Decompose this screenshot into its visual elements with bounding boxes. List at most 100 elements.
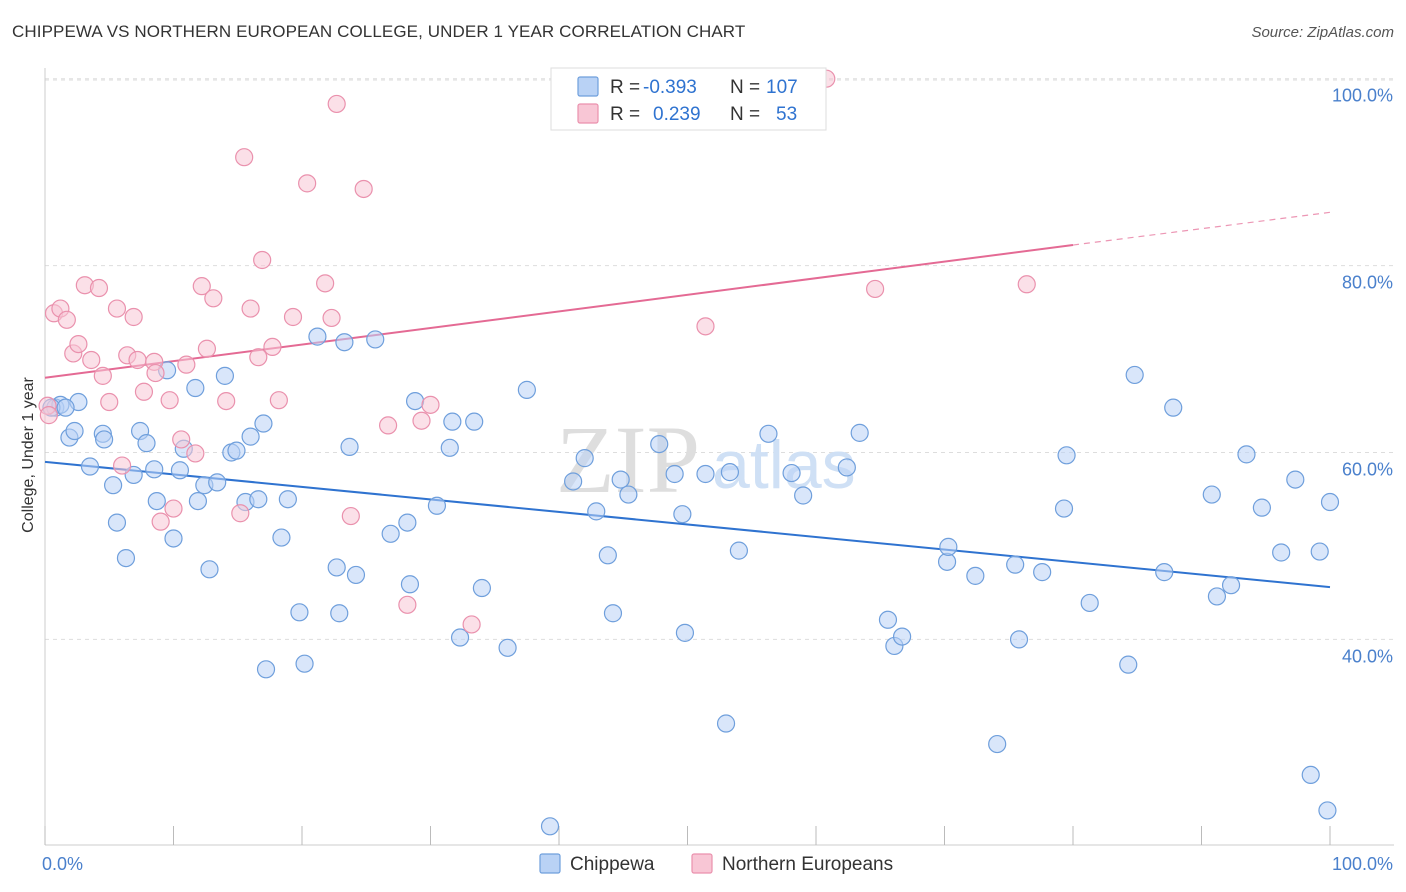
data-point [598, 546, 617, 565]
data-point [80, 457, 100, 476]
data-point [517, 380, 536, 399]
legend-stats: R = -0.393 N = 107 R = 0.239 N = 53 [550, 67, 827, 131]
trend-line-northern-europeans-extension [1072, 211, 1331, 246]
legend-stats-r-label: R = [610, 77, 640, 98]
data-point [272, 528, 291, 547]
data-point [1057, 446, 1076, 465]
data-point [381, 524, 400, 543]
data-point [412, 411, 431, 430]
data-point [177, 355, 196, 374]
data-point [665, 464, 684, 484]
data-point [794, 486, 813, 505]
legend-stats-n-label: N = [730, 104, 760, 125]
trend-lines [44, 211, 1331, 589]
data-point [137, 434, 156, 453]
data-point [405, 392, 425, 411]
data-point [186, 378, 205, 398]
series-northern-europeans [38, 69, 1036, 634]
data-point [197, 339, 217, 358]
data-point [65, 421, 84, 441]
data-point [675, 623, 695, 642]
data-point [256, 660, 276, 679]
data-point [696, 317, 715, 336]
data-point [472, 578, 491, 598]
data-point [186, 444, 205, 463]
data-point [107, 513, 127, 532]
data-point [208, 473, 227, 492]
data-point [729, 541, 749, 560]
data-point [1202, 485, 1221, 504]
data-point [215, 366, 234, 385]
data-point [696, 464, 715, 484]
data-point [1252, 498, 1271, 517]
data-point [241, 299, 260, 318]
legend-stats-n-value: 53 [776, 104, 797, 125]
data-point [249, 490, 268, 509]
data-point [298, 174, 317, 193]
data-point [145, 460, 164, 479]
data-point [227, 441, 246, 460]
data-point [308, 327, 327, 346]
data-point [335, 333, 354, 352]
data-point [146, 363, 165, 383]
data-point [100, 392, 119, 412]
data-point [782, 463, 801, 483]
data-point [1009, 630, 1029, 649]
data-point [462, 615, 481, 634]
series-chippewa [42, 327, 1340, 836]
data-point [465, 412, 484, 431]
data-point [400, 575, 420, 594]
data-point [1320, 492, 1340, 512]
data-point [421, 395, 440, 414]
y-tick-labels: 40.0% 60.0% 80.0% 100.0% [1332, 86, 1393, 667]
data-point [1221, 576, 1241, 595]
data-point [164, 499, 183, 518]
data-point [1164, 398, 1183, 417]
data-point [241, 427, 260, 446]
data-point [759, 424, 778, 443]
data-point [1318, 801, 1337, 820]
data-point [104, 476, 123, 495]
data-point [1310, 542, 1329, 561]
data-point [354, 179, 373, 199]
data-point [1286, 470, 1305, 489]
data-point [837, 458, 856, 477]
legend-stats-swatch-chippewa [577, 76, 599, 97]
axes [44, 68, 1394, 846]
data-point [172, 430, 191, 449]
y-tick-label: 40.0% [1342, 646, 1393, 666]
data-point [327, 558, 346, 577]
data-point [1155, 563, 1174, 582]
data-point [1119, 655, 1138, 674]
data-point [269, 391, 288, 410]
data-point [128, 350, 147, 370]
data-point [290, 603, 309, 622]
data-point [322, 308, 341, 328]
data-point [619, 485, 638, 504]
data-point [134, 382, 154, 401]
y-axis-label: College, Under 1 year [20, 377, 37, 533]
data-point [450, 628, 470, 647]
data-point [295, 654, 314, 673]
x-tick-labels: 0.0% 100.0% [42, 854, 1393, 874]
data-point [235, 148, 254, 167]
data-point [200, 560, 219, 579]
data-point [1080, 593, 1099, 613]
data-point [278, 490, 297, 509]
data-point [650, 434, 669, 454]
legend-swatch-chippewa [539, 853, 561, 874]
data-point [498, 638, 517, 657]
data-point [82, 350, 101, 370]
trend-line-northern-europeans [44, 244, 1074, 379]
data-point [340, 437, 359, 456]
data-point [341, 506, 360, 526]
data-point [316, 274, 335, 293]
data-point [443, 412, 462, 431]
x-tick-label: 0.0% [42, 854, 83, 874]
data-point [1054, 499, 1074, 518]
data-point [192, 277, 211, 296]
data-point [866, 279, 885, 299]
data-point [398, 595, 417, 614]
data-point [124, 307, 143, 327]
data-point [254, 414, 273, 433]
